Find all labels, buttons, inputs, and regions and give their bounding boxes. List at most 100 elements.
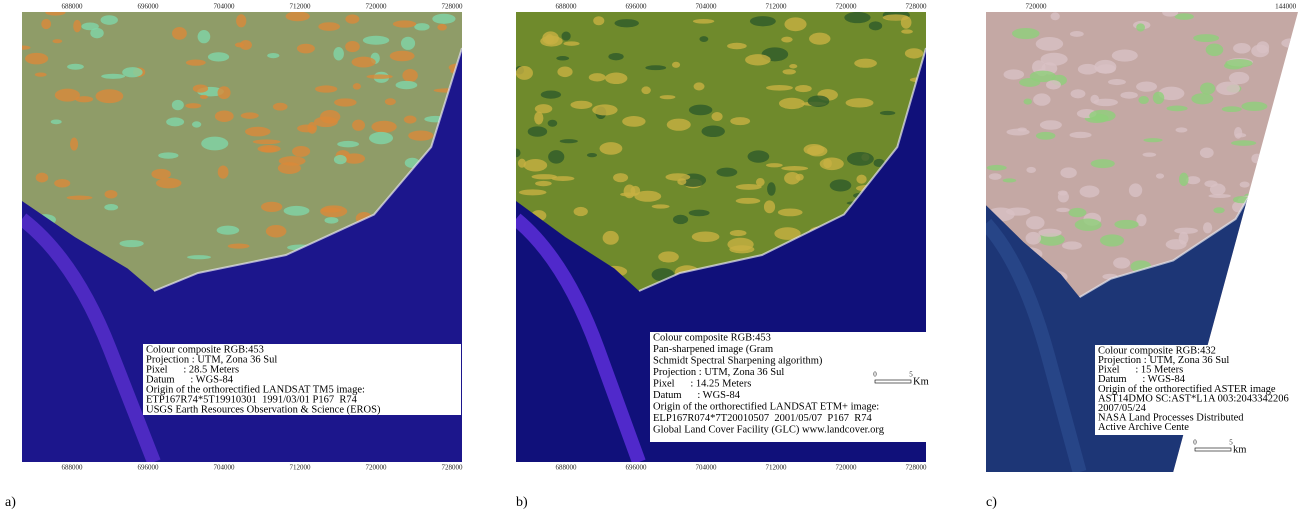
terrain-patch bbox=[1026, 216, 1045, 229]
terrain-patch bbox=[371, 121, 396, 133]
terrain-patch bbox=[1153, 92, 1164, 104]
terrain-patch bbox=[542, 31, 559, 44]
terrain-patch bbox=[41, 19, 51, 29]
terrain-patch bbox=[367, 74, 393, 79]
terrain-patch bbox=[1176, 127, 1188, 132]
legend-line: USGS Earth Resources Observation & Scien… bbox=[146, 404, 381, 415]
terrain-patch bbox=[393, 20, 416, 27]
terrain-patch bbox=[363, 36, 389, 45]
terrain-patch bbox=[613, 173, 628, 182]
terrain-patch bbox=[408, 130, 433, 140]
terrain-patch bbox=[702, 126, 725, 137]
terrain-patch bbox=[1024, 99, 1032, 105]
terrain-patch bbox=[592, 104, 617, 115]
terrain-patch bbox=[847, 152, 874, 166]
terrain-patch bbox=[548, 120, 558, 127]
terrain-patch bbox=[1213, 207, 1224, 213]
terrain-patch bbox=[622, 116, 645, 127]
terrain-patch bbox=[1142, 152, 1156, 156]
terrain-patch bbox=[557, 67, 572, 78]
terrain-patch bbox=[1112, 49, 1138, 61]
terrain-patch bbox=[766, 163, 783, 167]
terrain-patch bbox=[192, 121, 201, 127]
terrain-patch bbox=[1069, 132, 1091, 138]
terrain-patch bbox=[783, 69, 796, 74]
terrain-patch bbox=[518, 159, 526, 168]
terrain-patch bbox=[587, 153, 597, 157]
scale-unit: km bbox=[1233, 444, 1246, 455]
tick-label: 712000 bbox=[290, 464, 312, 472]
terrain-patch bbox=[667, 119, 691, 131]
terrain-patch bbox=[693, 19, 714, 24]
legend-line: Origin of the orthorectified LANDSAT ETM… bbox=[653, 401, 879, 412]
terrain-patch bbox=[1058, 191, 1069, 202]
terrain-patch bbox=[756, 178, 765, 186]
terrain-patch bbox=[345, 14, 359, 23]
terrain-patch bbox=[830, 179, 852, 191]
terrain-patch bbox=[1071, 89, 1086, 98]
terrain-patch bbox=[750, 16, 776, 26]
terrain-patch bbox=[699, 36, 708, 42]
terrain-patch bbox=[593, 16, 604, 25]
terrain-patch bbox=[1136, 23, 1145, 31]
terrain-patch bbox=[1089, 110, 1115, 122]
terrain-patch bbox=[844, 12, 870, 23]
terrain-patch bbox=[901, 16, 912, 29]
terrain-patch bbox=[689, 210, 710, 217]
terrain-patch bbox=[51, 119, 62, 124]
terrain-patch bbox=[808, 95, 830, 107]
terrain-patch bbox=[748, 150, 770, 162]
tick-label: 704000 bbox=[696, 3, 718, 11]
terrain-patch bbox=[217, 226, 240, 235]
terrain-patch bbox=[1003, 178, 1017, 182]
terrain-patch bbox=[432, 14, 455, 24]
terrain-patch bbox=[1228, 280, 1248, 290]
terrain-patch bbox=[1222, 106, 1242, 112]
tick-label: 688000 bbox=[556, 3, 578, 11]
terrain-patch bbox=[172, 100, 184, 110]
terrain-patch bbox=[784, 17, 806, 31]
terrain-patch bbox=[55, 89, 80, 102]
terrain-patch bbox=[156, 178, 181, 188]
terrain-patch bbox=[1286, 61, 1299, 74]
terrain-patch bbox=[1036, 37, 1063, 51]
panel-label: b) bbox=[516, 495, 528, 510]
terrain-patch bbox=[1113, 257, 1130, 268]
tick-label: 712000 bbox=[766, 464, 788, 472]
terrain-patch bbox=[880, 111, 895, 115]
terrain-patch bbox=[692, 232, 720, 242]
legend-line: Pan-sharpened image (Gram bbox=[653, 344, 773, 355]
terrain-patch bbox=[645, 65, 666, 70]
terrain-patch bbox=[236, 14, 246, 27]
terrain-patch bbox=[560, 139, 578, 143]
terrain-patch bbox=[1026, 167, 1036, 173]
terrain-patch bbox=[257, 145, 280, 153]
terrain-patch bbox=[1041, 53, 1068, 66]
terrain-patch bbox=[535, 181, 552, 186]
terrain-patch bbox=[556, 56, 569, 60]
terrain-patch bbox=[1279, 239, 1304, 252]
terrain-patch bbox=[25, 53, 48, 65]
terrain-patch bbox=[318, 22, 340, 31]
terrain-patch bbox=[641, 86, 650, 94]
terrain-patch bbox=[70, 138, 78, 151]
terrain-patch bbox=[324, 217, 338, 224]
terrain-patch bbox=[334, 155, 347, 164]
terrain-patch bbox=[856, 175, 866, 184]
terrain-patch bbox=[1114, 220, 1138, 229]
terrain-patch bbox=[151, 169, 170, 179]
terrain-patch bbox=[122, 67, 142, 77]
terrain-patch bbox=[1069, 208, 1087, 217]
terrain-patch bbox=[1046, 80, 1061, 89]
terrain-patch bbox=[603, 231, 619, 245]
terrain-patch bbox=[727, 238, 753, 251]
terrain-patch bbox=[172, 27, 187, 40]
terrain-patch bbox=[1276, 108, 1284, 117]
terrain-patch bbox=[1040, 120, 1062, 130]
terrain-patch bbox=[809, 33, 830, 45]
terrain-patch bbox=[1225, 59, 1252, 67]
terrain-patch bbox=[402, 69, 417, 82]
terrain-patch bbox=[1120, 92, 1137, 99]
terrain-patch bbox=[905, 48, 923, 58]
terrain-patch bbox=[396, 81, 418, 89]
